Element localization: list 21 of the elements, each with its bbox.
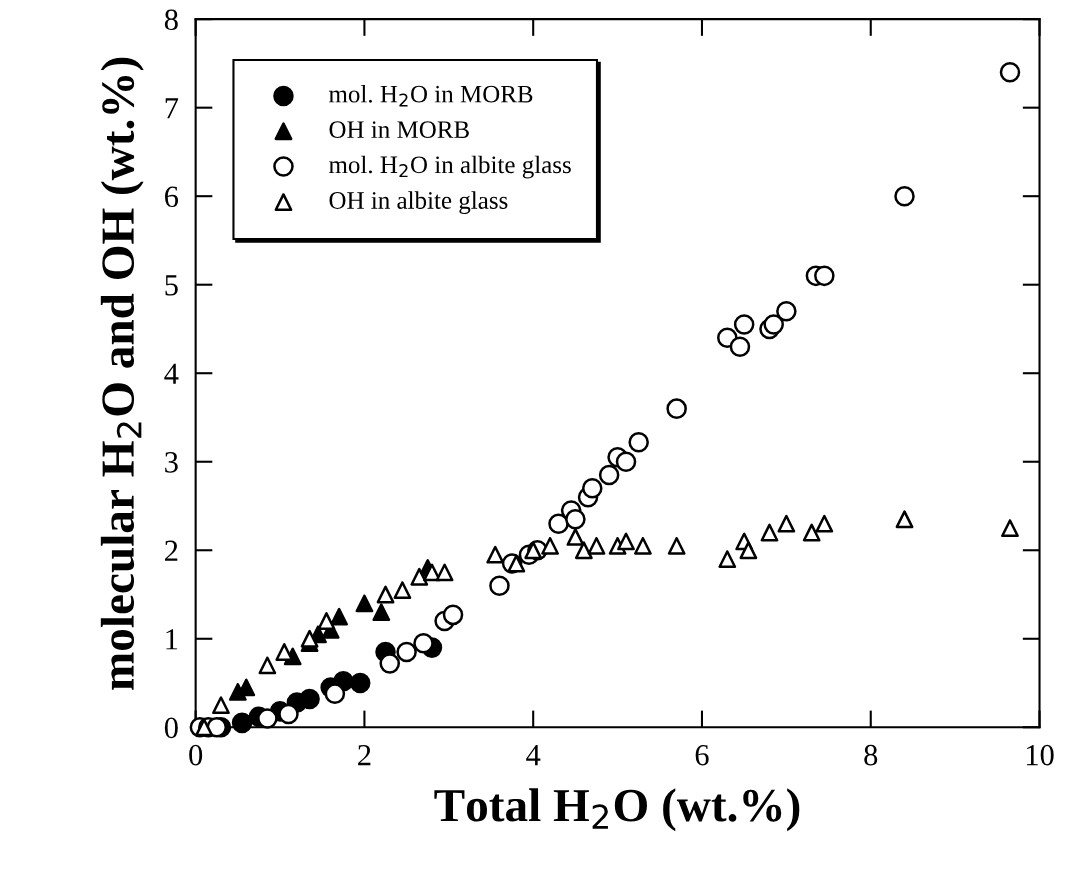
legend-label: mol. H$_{2}$O in albite glass: [328, 155, 571, 179]
y-tick-label: 6: [165, 186, 179, 208]
legend-label: OH in MORB: [329, 121, 469, 139]
y-tick-label: 3: [165, 452, 178, 473]
y-tick-label: 5: [165, 275, 178, 296]
y-tick-label: 2: [165, 540, 178, 561]
x-axis-title: Total H$_{2}$O (wt.%): [434, 788, 800, 832]
y-tick-label: 4: [164, 363, 179, 384]
x-tick-label: 6: [695, 744, 709, 766]
x-tick-label: 0: [189, 744, 203, 766]
y-tick-label: 0: [164, 717, 178, 739]
x-tick-label: 4: [526, 745, 541, 766]
y-tick-label: 1: [166, 629, 178, 650]
y-tick-label: 8: [164, 9, 178, 31]
legend-label: mol. H$_{2}$O in MORB: [328, 84, 533, 107]
x-tick-label: 10: [1026, 744, 1054, 766]
y-axis-title: molecular H$_{2}$O and OH (wt.%): [100, 57, 144, 690]
y-tick-label: 7: [165, 98, 179, 119]
x-tick-label: 2: [358, 744, 371, 766]
legend-label: OH in albite glass: [329, 191, 508, 215]
x-tick-label: 8: [864, 744, 878, 766]
